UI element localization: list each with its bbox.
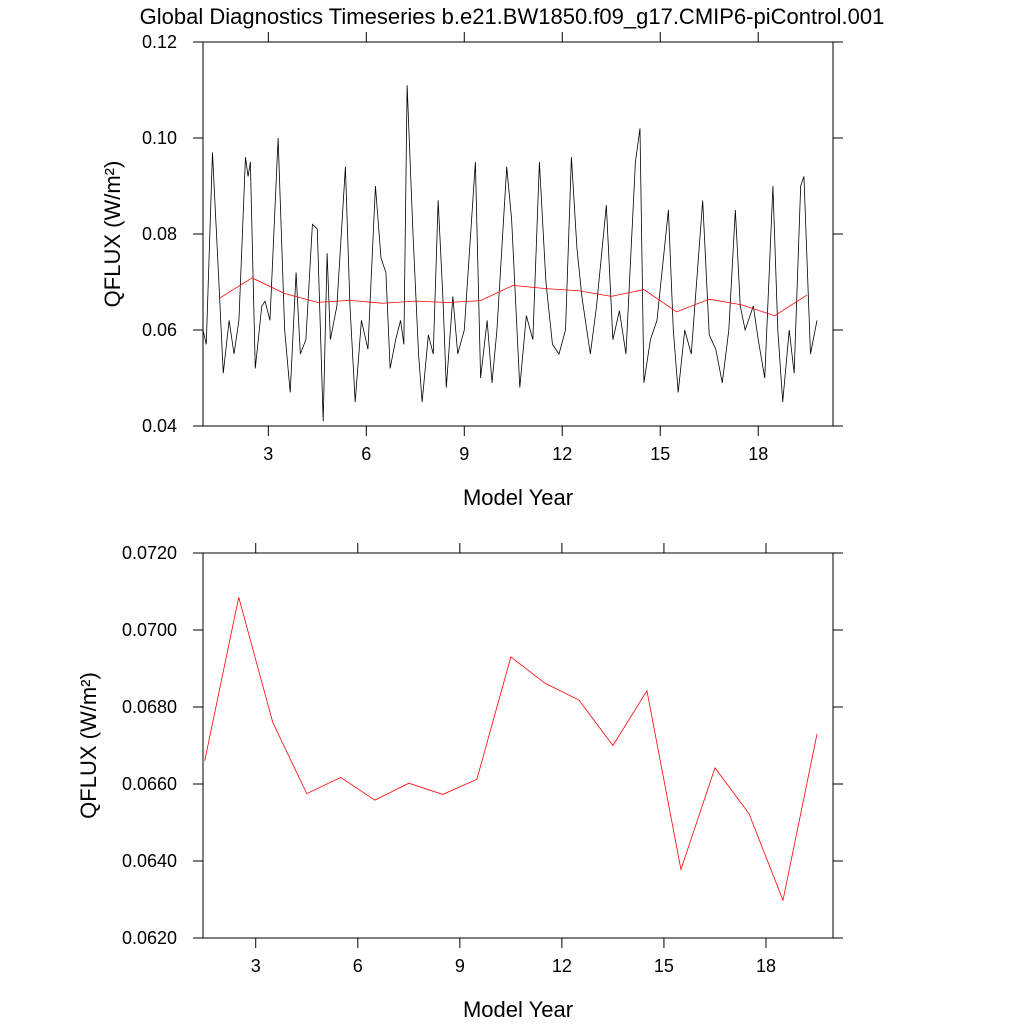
y-axis-label: QFLUX (W/m²) xyxy=(100,161,125,308)
x-tick-label: 6 xyxy=(361,444,371,464)
x-axis-label: Model Year xyxy=(463,485,573,510)
y-tick-label: 0.0700 xyxy=(122,620,177,640)
y-tick-label: 0.08 xyxy=(142,224,177,244)
x-tick-label: 9 xyxy=(459,444,469,464)
x-tick-label: 18 xyxy=(756,956,776,976)
y-tick-label: 0.0660 xyxy=(122,774,177,794)
x-tick-label: 15 xyxy=(650,444,670,464)
x-axis-label: Model Year xyxy=(463,997,573,1022)
y-axis-label: QFLUX (W/m²) xyxy=(76,672,101,819)
x-tick-label: 12 xyxy=(552,444,572,464)
plot-frame xyxy=(202,552,834,939)
y-tick-label: 0.0620 xyxy=(122,928,177,948)
y-tick-label: 0.06 xyxy=(142,320,177,340)
series-line xyxy=(219,277,808,317)
x-tick-label: 6 xyxy=(353,956,363,976)
x-tick-label: 3 xyxy=(251,956,261,976)
y-tick-label: 0.0720 xyxy=(122,543,177,563)
series-line xyxy=(204,597,818,902)
y-tick-label: 0.12 xyxy=(142,32,177,52)
y-tick-label: 0.0680 xyxy=(122,697,177,717)
x-tick-label: 12 xyxy=(552,956,572,976)
x-tick-label: 9 xyxy=(455,956,465,976)
x-tick-label: 3 xyxy=(263,444,273,464)
y-tick-label: 0.0640 xyxy=(122,851,177,871)
x-tick-label: 18 xyxy=(748,444,768,464)
plot-frame xyxy=(202,41,834,427)
series-line xyxy=(203,85,818,422)
y-tick-label: 0.04 xyxy=(142,416,177,436)
x-tick-label: 15 xyxy=(654,956,674,976)
chart-title: Global Diagnostics Timeseries b.e21.BW18… xyxy=(140,4,885,29)
y-tick-label: 0.10 xyxy=(142,128,177,148)
